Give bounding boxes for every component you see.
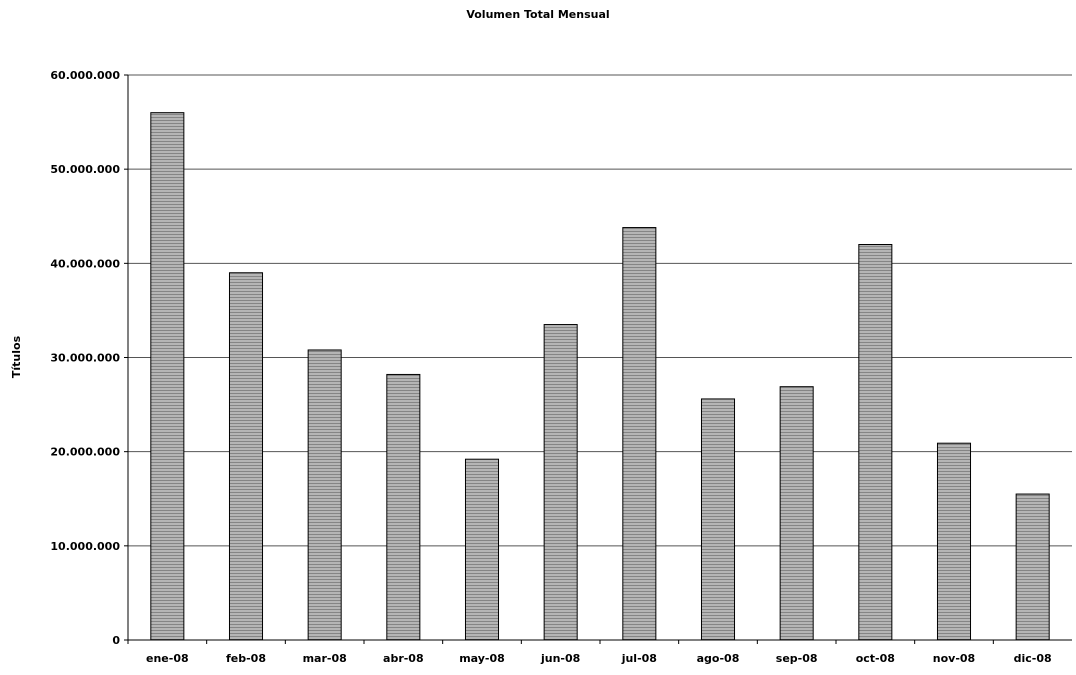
bar-ago-08: [700, 398, 736, 641]
x-tick-label: feb-08: [226, 652, 266, 665]
bar-jul-08: [622, 227, 657, 641]
x-tick-label: dic-08: [1014, 652, 1052, 665]
tick-labels: 0 10.000.000 20.000.000 30.000.000 40.000.00…: [50, 69, 1051, 665]
y-tick-label: 40.000.000: [50, 257, 120, 270]
bar-sep-08: [779, 386, 814, 641]
y-axis-label: Títulos: [10, 335, 23, 378]
x-tick-label: sep-08: [776, 652, 818, 665]
y-tick-label: 10.000.000: [50, 540, 120, 553]
bar-dic-08: [1015, 493, 1050, 641]
x-tick-label: ene-08: [146, 652, 189, 665]
bar-nov-08: [936, 442, 972, 641]
x-tick-label: mar-08: [303, 652, 347, 665]
y-tick-label: 0: [112, 634, 120, 647]
bar-jun-08: [543, 324, 578, 641]
bar-may-08: [464, 458, 500, 641]
bar-oct-08: [858, 244, 893, 641]
x-tick-label: nov-08: [933, 652, 975, 665]
x-tick-label: jul-08: [621, 652, 657, 665]
bar-abr-08: [386, 373, 421, 641]
bar-mar-08: [307, 349, 342, 641]
chart-title: Volumen Total Mensual: [466, 8, 610, 21]
y-tick-label: 20.000.000: [50, 446, 120, 459]
gridlines: [128, 74, 1072, 547]
x-tick-label: jun-08: [540, 652, 580, 665]
y-tick-label: 30.000.000: [50, 352, 120, 365]
x-tick-label: abr-08: [383, 652, 424, 665]
bar-feb-08: [228, 272, 264, 641]
y-tick-label: 60.000.000: [50, 69, 120, 82]
bars: [150, 112, 1050, 641]
x-tick-label: oct-08: [856, 652, 895, 665]
x-tick-label: ago-08: [697, 652, 740, 665]
bar-ene-08: [150, 112, 185, 641]
y-tick-label: 50.000.000: [50, 163, 120, 176]
x-tick-label: may-08: [459, 652, 505, 665]
